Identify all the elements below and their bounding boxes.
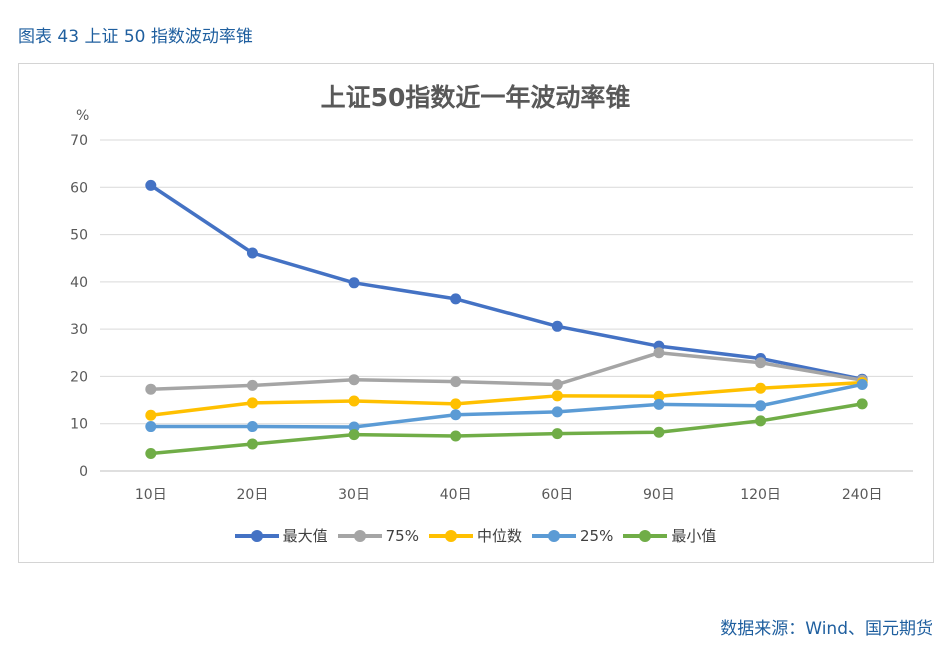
x-tick-label: 60日 xyxy=(541,487,573,503)
series-line xyxy=(149,402,864,456)
legend-swatch xyxy=(532,529,576,542)
series-point xyxy=(653,347,665,359)
legend-item: 75% xyxy=(337,526,419,545)
series-point xyxy=(145,179,157,191)
series-line xyxy=(149,351,864,391)
series-point xyxy=(551,428,563,440)
chart-legend: 最大值 75% 中位数 25% 最小值 xyxy=(0,525,951,546)
series-line xyxy=(149,382,864,429)
figure-caption: 图表 43 上证 50 指数波动率锥 xyxy=(18,27,253,47)
legend-item: 中位数 xyxy=(428,525,522,546)
series-point xyxy=(450,376,462,388)
series-point xyxy=(450,409,462,421)
series-point xyxy=(551,406,563,418)
series-point xyxy=(145,448,157,460)
chart-title: 上证50指数近一年波动率锥 xyxy=(320,83,631,112)
legend-item: 25% xyxy=(532,527,613,545)
series-point xyxy=(856,398,868,410)
legend-swatch xyxy=(337,529,382,542)
legend-swatch xyxy=(234,529,279,542)
legend-item: 最小值 xyxy=(623,525,716,546)
x-tick-label: 90日 xyxy=(643,487,675,503)
series-point xyxy=(348,374,360,386)
series-point xyxy=(653,426,665,438)
legend-item: 最大值 xyxy=(234,525,328,546)
legend-swatch xyxy=(428,529,473,542)
x-tick-label: 40日 xyxy=(440,487,472,503)
series-point xyxy=(246,397,258,409)
series-point xyxy=(145,421,157,433)
series-point xyxy=(755,415,767,427)
series-point xyxy=(246,421,258,433)
series-point xyxy=(551,378,563,390)
y-tick-label: 0 xyxy=(79,464,88,480)
y-tick-label: 50 xyxy=(70,228,88,244)
y-unit-label: % xyxy=(76,108,90,124)
y-tick-label: 30 xyxy=(70,322,88,338)
legend-label: 最小值 xyxy=(671,527,717,545)
series-point xyxy=(145,383,157,395)
series-point xyxy=(348,429,360,441)
series-point xyxy=(246,379,258,391)
source-note: 数据来源：Wind、国元期货 xyxy=(720,619,933,639)
series-point xyxy=(348,395,360,407)
legend-label: 25% xyxy=(580,526,614,545)
series-point xyxy=(856,378,868,390)
series-line xyxy=(149,380,864,417)
x-tick-label: 30日 xyxy=(338,487,370,503)
series-point xyxy=(450,293,462,305)
series-point xyxy=(450,430,462,442)
series-line xyxy=(149,183,864,382)
y-tick-label: 70 xyxy=(70,133,88,149)
x-tick-label: 120日 xyxy=(740,487,781,503)
chart-frame xyxy=(18,63,934,563)
series-point xyxy=(246,247,258,259)
y-tick-label: 10 xyxy=(70,417,88,433)
x-tick-label: 20日 xyxy=(237,487,269,503)
series-point xyxy=(755,382,767,394)
legend-label: 75% xyxy=(385,526,419,545)
series-point xyxy=(755,400,767,412)
x-tick-label: 10日 xyxy=(135,487,167,503)
y-tick-label: 60 xyxy=(70,180,88,196)
legend-label: 最大值 xyxy=(282,527,328,545)
series-point xyxy=(145,409,157,421)
legend-label: 中位数 xyxy=(476,527,522,545)
series-point xyxy=(246,438,258,450)
series-point xyxy=(653,398,665,410)
series-point xyxy=(551,390,563,402)
x-tick-label: 240日 xyxy=(842,487,883,503)
series-point xyxy=(348,421,360,433)
series-point xyxy=(653,390,665,402)
series-point xyxy=(450,398,462,410)
y-tick-label: 40 xyxy=(70,275,88,291)
y-tick-label: 20 xyxy=(70,369,88,385)
series-point xyxy=(755,357,767,369)
legend-swatch xyxy=(623,529,668,542)
series-point xyxy=(551,320,563,332)
series-point xyxy=(348,277,360,289)
